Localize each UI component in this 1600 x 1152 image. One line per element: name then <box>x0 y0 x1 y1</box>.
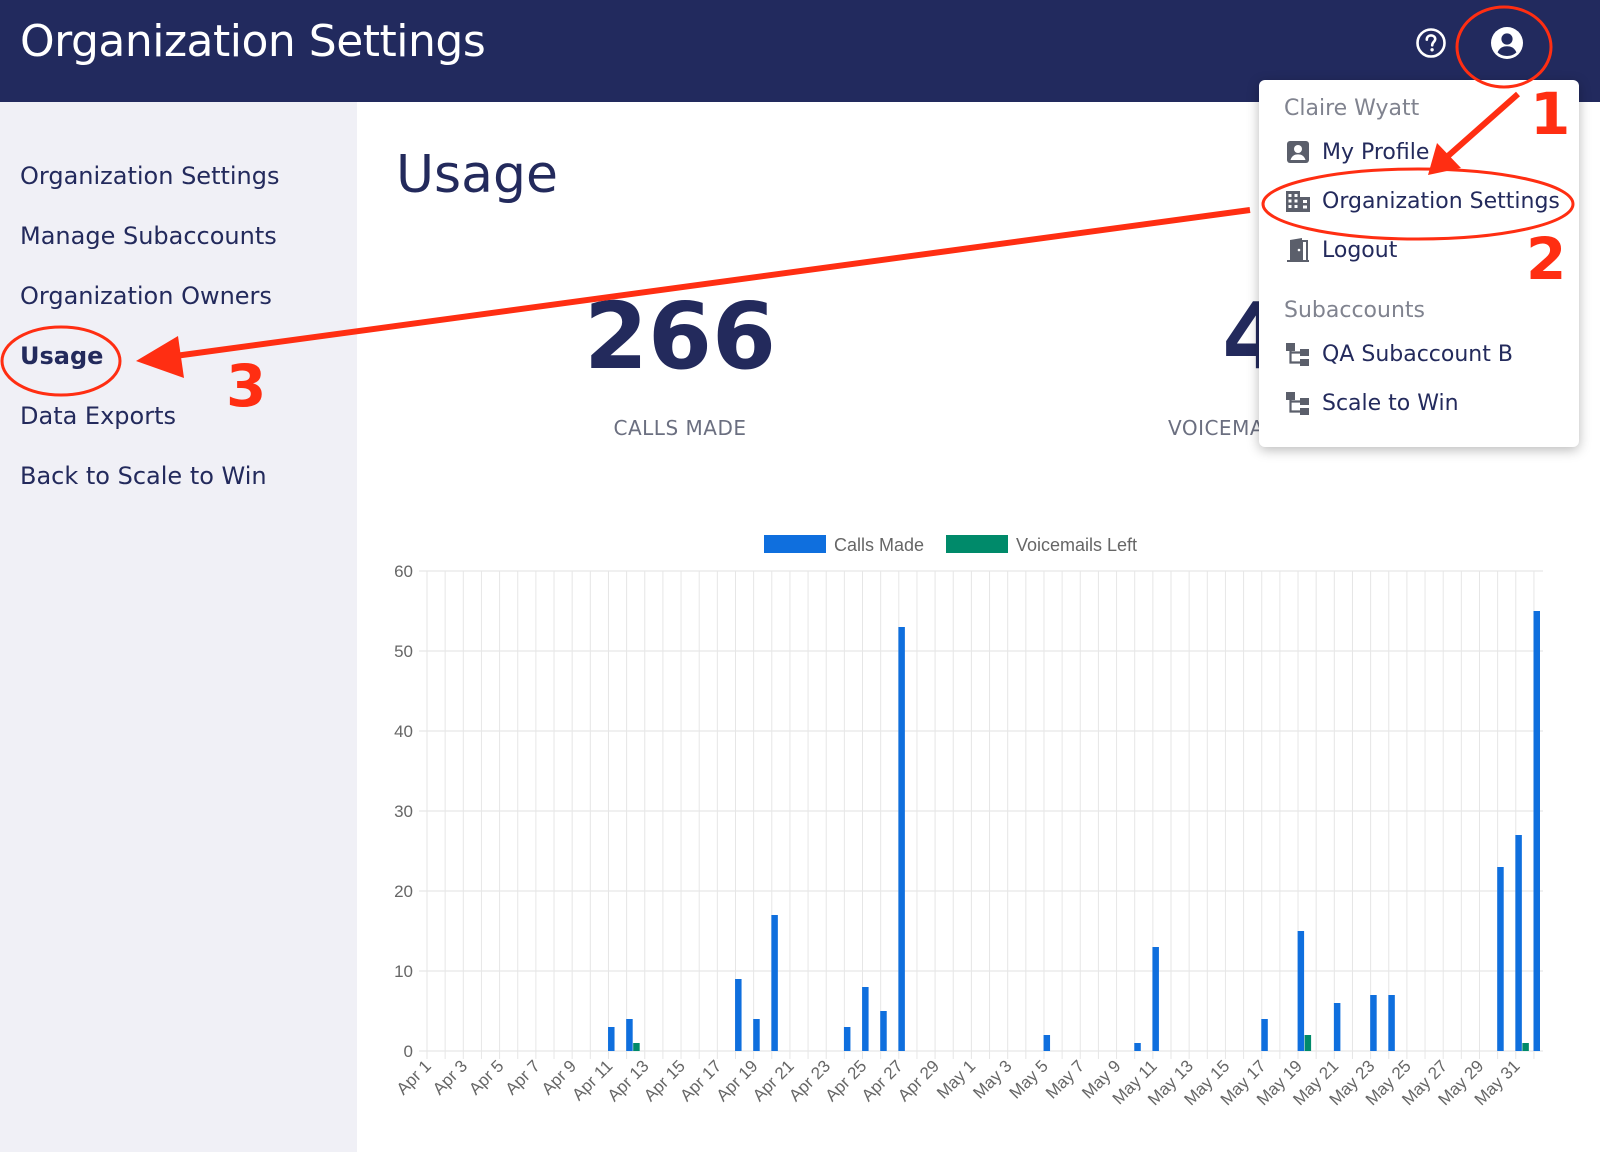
x-tick-label: Apr 3 <box>429 1056 471 1098</box>
annotation-step-2: 2 <box>1526 225 1567 293</box>
y-tick-label: 10 <box>394 962 413 981</box>
page-title: Usage <box>396 145 559 205</box>
sidebar-item-manage-subaccounts[interactable]: Manage Subaccounts <box>20 222 277 250</box>
bar <box>633 1043 640 1051</box>
bar <box>1497 867 1504 1051</box>
subaccounts-heading: Subaccounts <box>1284 298 1425 323</box>
bar <box>1152 947 1159 1051</box>
y-tick-label: 0 <box>404 1042 413 1061</box>
voicemails-left-label: VOICEMA <box>1168 416 1265 440</box>
bar <box>1370 995 1377 1051</box>
legend-swatch <box>946 535 1008 553</box>
y-tick-label: 30 <box>394 802 413 821</box>
sidebar-item-usage[interactable]: Usage <box>20 342 104 370</box>
bar <box>1333 1003 1341 1051</box>
x-tick-label: May 3 <box>969 1056 1015 1102</box>
legend-swatch <box>764 535 826 553</box>
y-tick-label: 20 <box>394 882 413 901</box>
sidebar-item-organization-owners[interactable]: Organization Owners <box>20 282 272 310</box>
bar <box>880 1011 887 1051</box>
legend-label: Voicemails Left <box>1016 535 1137 555</box>
account-dropdown-menu: Claire Wyatt My Profile Organization Set… <box>1259 80 1579 447</box>
bar <box>898 627 905 1051</box>
dropdown-user-name: Claire Wyatt <box>1284 96 1420 121</box>
hierarchy-icon <box>1286 392 1309 415</box>
x-tick-label: Apr 7 <box>502 1056 544 1098</box>
menu-item-scale-to-win[interactable]: Scale to Win <box>1284 386 1459 420</box>
bar <box>1043 1035 1051 1051</box>
bar <box>1533 611 1540 1051</box>
bar <box>1304 1035 1312 1051</box>
bar <box>1297 931 1305 1051</box>
hierarchy-icon <box>1286 343 1309 366</box>
menu-item-my-profile[interactable]: My Profile <box>1284 135 1429 169</box>
y-tick-label: 50 <box>394 642 413 661</box>
x-tick-label: Apr 1 <box>393 1056 435 1098</box>
bar <box>843 1027 851 1051</box>
sidebar-item-data-exports[interactable]: Data Exports <box>20 402 176 430</box>
legend-label: Calls Made <box>834 535 924 555</box>
bar <box>1134 1043 1141 1051</box>
menu-item-label: QA Subaccount B <box>1322 341 1513 367</box>
menu-item-qa-subaccount-b[interactable]: QA Subaccount B <box>1284 337 1513 371</box>
calls-made-count: 266 <box>583 283 777 390</box>
door-exit-icon <box>1287 238 1309 262</box>
menu-item-label: My Profile <box>1322 139 1430 165</box>
help-circle-icon[interactable] <box>1415 27 1447 59</box>
x-tick-label: Apr 29 <box>894 1056 943 1105</box>
annotation-step-1: 1 <box>1530 80 1571 148</box>
x-tick-label: May 1 <box>933 1056 979 1102</box>
menu-item-organization-settings[interactable]: Organization Settings <box>1284 184 1560 218</box>
calls-made-label: CALLS MADE <box>613 416 747 440</box>
profile-card-icon <box>1287 141 1309 163</box>
account-circle-icon[interactable] <box>1489 25 1525 61</box>
y-tick-label: 40 <box>394 722 413 741</box>
x-tick-label: May 7 <box>1042 1056 1088 1102</box>
bar <box>735 979 742 1051</box>
sidebar-item-back-to-scale-to-win[interactable]: Back to Scale to Win <box>20 462 267 490</box>
menu-item-logout[interactable]: Logout <box>1284 233 1397 267</box>
bar <box>771 915 778 1051</box>
bar <box>753 1019 760 1051</box>
bar <box>626 1019 633 1051</box>
sidebar-item-organization-settings[interactable]: Organization Settings <box>20 162 280 190</box>
bar <box>608 1027 615 1051</box>
annotation-step-3: 3 <box>226 352 267 420</box>
menu-item-label: Organization Settings <box>1322 188 1560 214</box>
bar <box>1515 835 1522 1051</box>
bar <box>862 987 869 1051</box>
menu-item-label: Scale to Win <box>1322 390 1459 416</box>
top-bar: Organization Settings <box>0 0 1600 102</box>
y-tick-label: 60 <box>394 562 413 581</box>
building-icon <box>1286 191 1310 212</box>
menu-item-label: Logout <box>1322 237 1398 263</box>
bar <box>1261 1019 1268 1051</box>
x-tick-label: Apr 5 <box>465 1056 507 1098</box>
bar <box>1388 995 1395 1051</box>
x-tick-label: May 5 <box>1006 1056 1052 1102</box>
page-header-title: Organization Settings <box>20 16 486 67</box>
sidebar: Organization Settings Manage Subaccounts… <box>0 102 357 1152</box>
bar <box>1522 1043 1529 1051</box>
